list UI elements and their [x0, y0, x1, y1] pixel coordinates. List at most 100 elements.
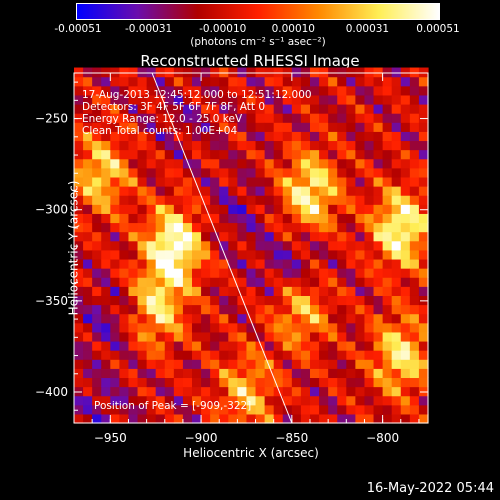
heatmap-cell — [382, 149, 393, 160]
heatmap-cell — [119, 176, 130, 187]
heatmap-cell — [310, 76, 320, 87]
heatmap-cell — [155, 395, 166, 406]
heatmap-cell — [219, 231, 229, 242]
heatmap-cell — [182, 386, 193, 397]
heatmap-cell — [201, 176, 211, 187]
heatmap-cell — [310, 94, 320, 105]
heatmap-cell — [319, 76, 329, 87]
heatmap-cell — [155, 122, 166, 132]
heatmap-cell — [373, 204, 384, 214]
heatmap-cell — [273, 404, 284, 415]
heatmap-cell — [364, 67, 375, 78]
heatmap-cell — [110, 103, 120, 114]
heatmap-cell — [137, 176, 148, 187]
heatmap-cell — [282, 140, 293, 151]
heatmap-cell — [355, 176, 366, 187]
heatmap-cell — [83, 395, 93, 406]
heatmap-cell — [164, 322, 175, 333]
heatmap-cell — [291, 350, 302, 360]
heatmap-cell — [409, 113, 420, 123]
heatmap-cell — [310, 295, 320, 306]
heatmap-cell — [219, 331, 229, 342]
heatmap-cell — [173, 277, 184, 287]
heatmap-cell — [300, 186, 311, 196]
heatmap-cell — [400, 350, 411, 360]
heatmap-cell — [101, 222, 111, 233]
heatmap-cell — [337, 213, 347, 224]
heatmap-cell — [128, 131, 139, 142]
heatmap-cell — [310, 113, 320, 123]
heatmap-cell — [300, 413, 311, 424]
heatmap-cell — [137, 313, 148, 324]
heatmap-cell — [355, 231, 366, 242]
heatmap-cell — [364, 286, 375, 296]
heatmap-cell — [92, 94, 102, 105]
heatmap-cell — [182, 268, 193, 278]
heatmap-cell — [173, 140, 184, 151]
heatmap-cell — [228, 213, 238, 224]
heatmap-cell — [282, 322, 293, 333]
heatmap-cell — [346, 386, 356, 397]
heatmap-cell — [310, 213, 320, 224]
heatmap-cell — [310, 286, 320, 296]
heatmap-cell — [155, 213, 166, 224]
heatmap-cell — [255, 131, 266, 142]
heatmap-cell — [291, 277, 302, 287]
y-axis-label: Heliocentric Y (arcsec) — [66, 180, 81, 316]
heatmap-cell — [173, 176, 184, 187]
heatmap-cell — [355, 186, 366, 196]
heatmap-cell — [273, 395, 284, 406]
heatmap-cell — [228, 340, 238, 351]
heatmap-cell — [291, 140, 302, 151]
heatmap-cell — [282, 377, 293, 388]
heatmap-cell — [74, 222, 84, 233]
heatmap-cell — [300, 176, 311, 187]
heatmap-cell — [210, 131, 220, 142]
heatmap-cell — [291, 167, 302, 178]
heatmap-cell — [210, 222, 220, 233]
heatmap-cell — [319, 140, 329, 151]
heatmap-cell — [74, 359, 84, 369]
heatmap-cell — [137, 204, 148, 214]
heatmap-cell — [237, 158, 248, 169]
heatmap-cell — [355, 377, 366, 388]
heatmap-cell — [173, 340, 184, 351]
heatmap-cell — [346, 359, 356, 369]
heatmap-cell — [355, 204, 366, 214]
heatmap-cell — [219, 304, 229, 315]
heatmap-cell — [192, 350, 202, 360]
heatmap-cell — [182, 368, 193, 379]
heatmap-cell — [173, 204, 184, 214]
heatmap-cell — [128, 340, 139, 351]
heatmap-cell — [373, 268, 384, 278]
heatmap-cell — [155, 113, 166, 123]
peak-label: Position of Peak = [-909,-322] — [94, 400, 251, 412]
heatmap-cell — [237, 268, 248, 278]
heatmap-cell — [328, 195, 338, 205]
heatmap-cell — [355, 258, 366, 269]
heatmap-cell — [164, 340, 175, 351]
heatmap-cell — [364, 204, 375, 214]
heatmap-cell — [418, 186, 429, 196]
heatmap-cell — [219, 377, 229, 388]
heatmap-cell — [337, 149, 347, 160]
heatmap-cell — [137, 158, 148, 169]
heatmap-cell — [110, 304, 120, 315]
heatmap-cell — [337, 377, 347, 388]
heatmap-cell — [273, 176, 284, 187]
heatmap-cell — [119, 286, 130, 296]
heatmap-cell — [83, 268, 93, 278]
heatmap-cell — [192, 240, 202, 251]
heatmap-cell — [246, 359, 257, 369]
heatmap-cell — [319, 122, 329, 132]
heatmap-cell — [83, 113, 93, 123]
heatmap-cell — [355, 94, 366, 105]
heatmap-cell — [128, 386, 139, 397]
heatmap-cell — [92, 413, 102, 424]
heatmap-cell — [110, 277, 120, 287]
heatmap-cell — [328, 395, 338, 406]
heatmap-cell — [119, 359, 130, 369]
heatmap-cell — [373, 76, 384, 87]
heatmap-cell — [355, 313, 366, 324]
heatmap-cell — [310, 231, 320, 242]
